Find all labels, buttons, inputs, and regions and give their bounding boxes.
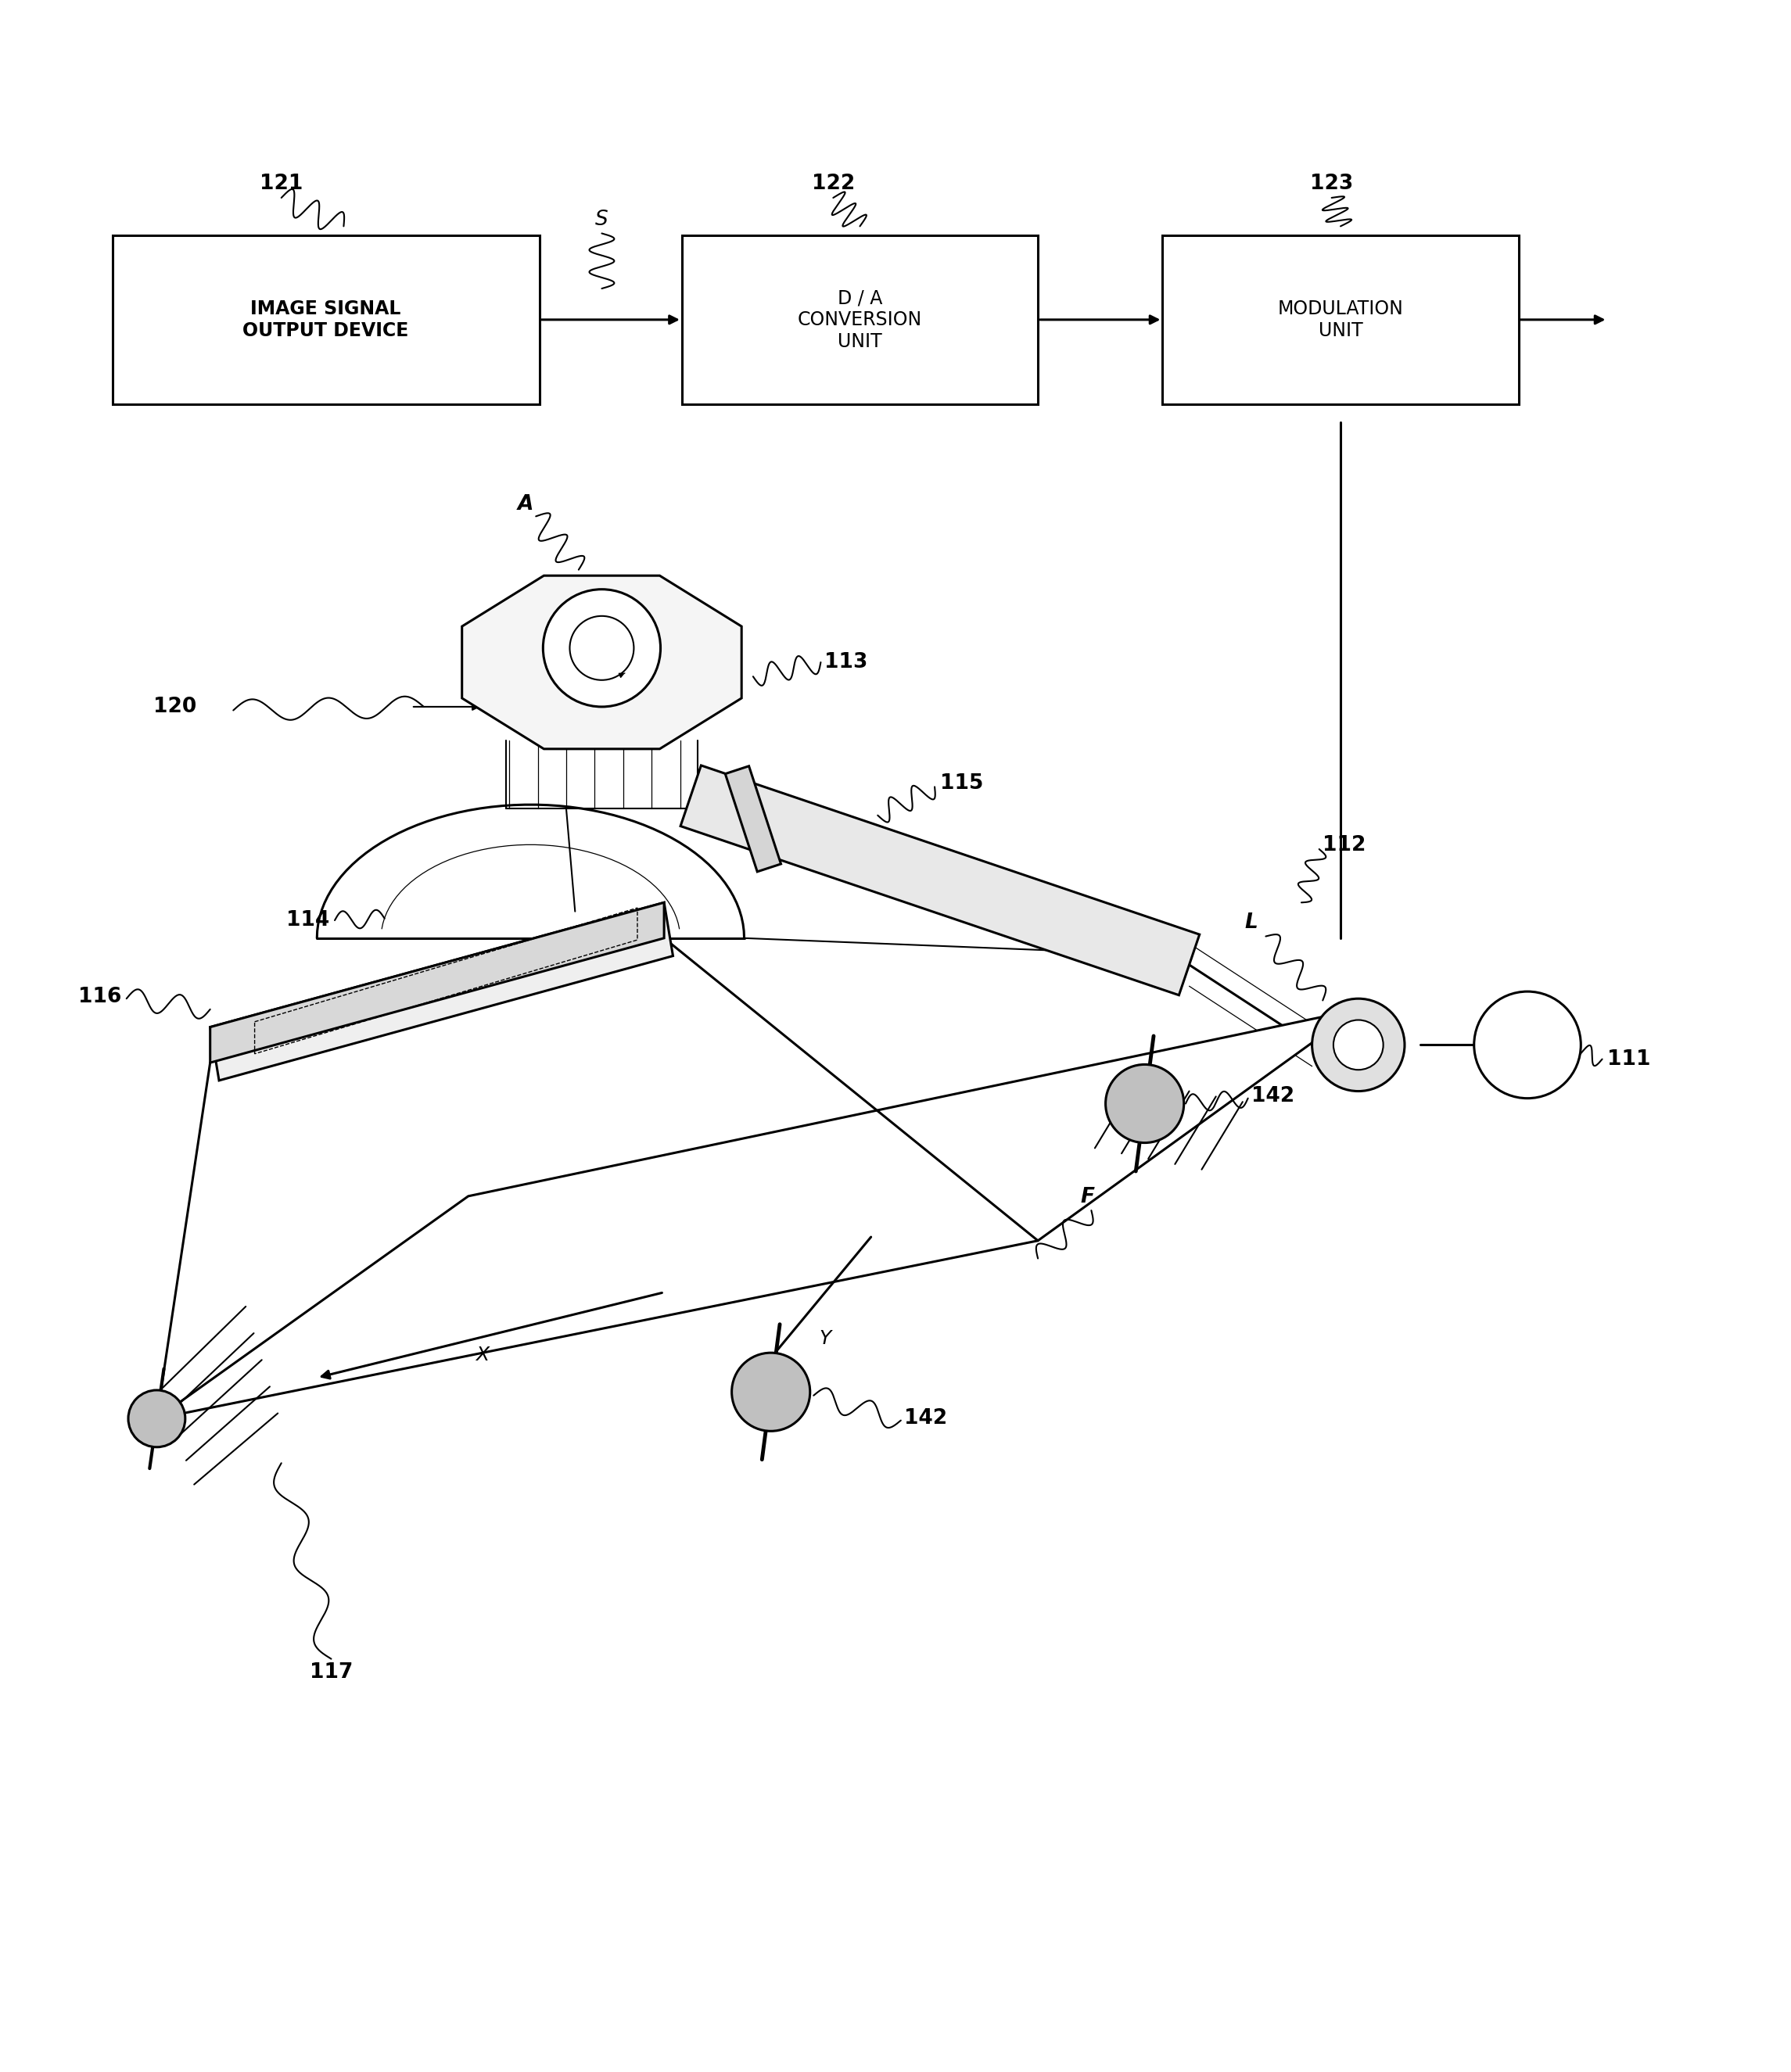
Polygon shape [681,765,1200,995]
Text: 117: 117 [310,1662,353,1682]
Circle shape [733,1353,810,1432]
Circle shape [1474,992,1581,1098]
Text: 121: 121 [260,174,303,195]
Text: 112: 112 [1324,835,1367,856]
Circle shape [543,588,661,707]
Circle shape [129,1390,184,1446]
Polygon shape [725,767,781,872]
Text: 142: 142 [1252,1086,1295,1106]
Text: F: F [1080,1187,1094,1206]
Text: S: S [595,209,609,230]
Text: 115: 115 [940,773,983,794]
Text: L: L [1245,912,1257,932]
Circle shape [1334,1019,1383,1069]
Circle shape [1313,999,1404,1092]
Bar [113,234,539,404]
Polygon shape [210,903,673,1080]
Text: 116: 116 [77,986,122,1007]
Text: X: X [476,1345,489,1365]
Text: 111: 111 [1608,1048,1651,1069]
Text: D / A
CONVERSION
UNIT: D / A CONVERSION UNIT [797,288,922,350]
Text: A: A [518,495,534,514]
Polygon shape [462,576,741,748]
Text: 122: 122 [811,174,854,195]
Circle shape [1105,1065,1184,1144]
Text: 114: 114 [287,910,330,930]
Text: 123: 123 [1309,174,1354,195]
Bar [682,234,1039,404]
Text: MODULATION
UNIT: MODULATION UNIT [1277,300,1404,340]
Polygon shape [210,903,664,1063]
Text: 142: 142 [904,1409,947,1430]
Bar [1162,234,1519,404]
Text: 113: 113 [824,653,867,673]
Text: 120: 120 [152,696,197,717]
Polygon shape [158,1009,1358,1419]
Text: IMAGE SIGNAL
OUTPUT DEVICE: IMAGE SIGNAL OUTPUT DEVICE [244,300,408,340]
Text: Y: Y [818,1328,831,1349]
